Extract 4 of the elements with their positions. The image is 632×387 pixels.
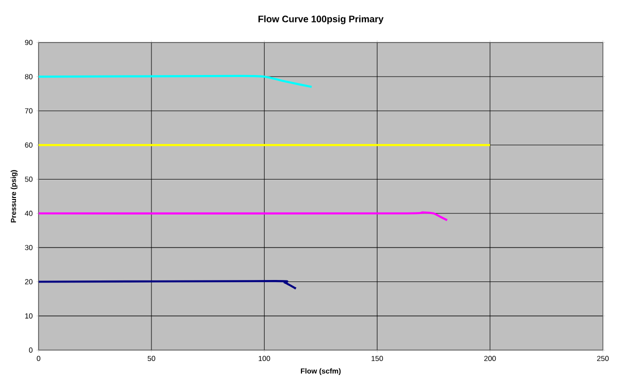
line-series [38,211,448,222]
line-series [38,280,297,290]
chart-title: Flow Curve 100psig Primary [258,15,384,24]
line-series [38,74,313,88]
